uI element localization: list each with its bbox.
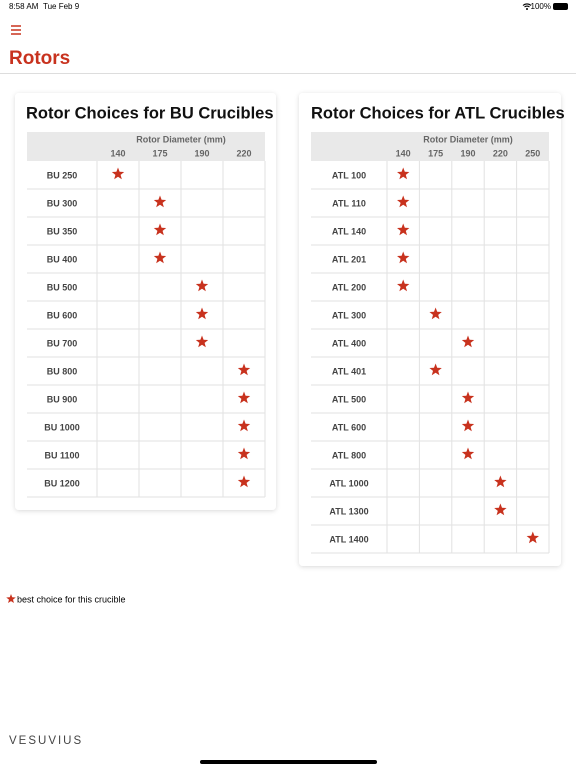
row-label: ATL 401 <box>332 366 366 376</box>
best-star <box>237 447 251 460</box>
row-label: BU 600 <box>47 310 78 320</box>
column-header: 220 <box>236 148 251 158</box>
row-label: ATL 100 <box>332 170 366 180</box>
best-star <box>461 391 475 404</box>
best-star <box>153 195 167 208</box>
best-star <box>195 279 209 292</box>
card-title: Rotor Choices for BU Crucibles <box>26 104 274 122</box>
row-label: BU 350 <box>47 226 78 236</box>
best-star <box>526 531 539 544</box>
column-header: 175 <box>152 148 167 158</box>
column-header: 190 <box>460 148 475 158</box>
best-star <box>397 223 410 236</box>
table-header <box>27 132 265 161</box>
column-header: 190 <box>194 148 209 158</box>
row-label: ATL 1400 <box>329 534 368 544</box>
row-label: ATL 800 <box>332 450 366 460</box>
column-header: 140 <box>396 148 411 158</box>
status-time: 8:58 AM <box>9 2 39 11</box>
wifi-dot <box>526 8 528 10</box>
best-star <box>237 363 251 376</box>
brand-logo: VESUVIUS <box>9 735 83 747</box>
home-indicator <box>200 760 377 764</box>
column-header: 220 <box>493 148 508 158</box>
axis-label: Rotor Diameter (mm) <box>423 134 513 144</box>
row-label: ATL 201 <box>332 254 366 264</box>
best-star <box>429 307 442 320</box>
card-title: Rotor Choices for ATL Crucibles <box>311 104 565 122</box>
best-star <box>153 251 167 264</box>
legend-text: best choice for this crucible <box>17 594 126 604</box>
best-star <box>195 307 209 320</box>
row-label: BU 250 <box>47 170 78 180</box>
best-star <box>397 251 410 264</box>
row-label: BU 1100 <box>44 450 79 460</box>
best-star <box>397 279 410 292</box>
menu-button[interactable] <box>11 25 21 35</box>
row-label: ATL 110 <box>332 198 366 208</box>
row-label: BU 1000 <box>44 422 80 432</box>
table-header <box>311 132 549 161</box>
row-label: ATL 300 <box>332 310 366 320</box>
status-battery: 100% <box>531 2 551 11</box>
row-label: ATL 600 <box>332 422 366 432</box>
best-star <box>461 335 475 348</box>
row-label: ATL 400 <box>332 338 366 348</box>
row-label: BU 1200 <box>44 478 80 488</box>
best-star <box>237 391 251 404</box>
best-star <box>237 419 251 432</box>
best-star <box>153 223 167 236</box>
column-header: 250 <box>525 148 540 158</box>
best-star <box>429 363 442 376</box>
row-label: BU 400 <box>47 254 78 264</box>
row-label: ATL 500 <box>332 394 366 404</box>
best-star <box>237 475 251 488</box>
best-star <box>195 335 209 348</box>
row-label: ATL 140 <box>332 226 366 236</box>
best-star <box>494 503 507 516</box>
best-star <box>461 447 475 460</box>
wifi-icon <box>522 3 532 8</box>
best-star <box>397 195 410 208</box>
row-label: ATL 200 <box>332 282 366 292</box>
row-label: BU 800 <box>47 366 78 376</box>
column-header: 175 <box>428 148 443 158</box>
row-label: ATL 1000 <box>329 478 368 488</box>
row-label: BU 300 <box>47 198 78 208</box>
row-label: BU 500 <box>47 282 78 292</box>
status-date: Tue Feb 9 <box>43 2 80 11</box>
best-star <box>111 167 125 180</box>
row-label: ATL 1300 <box>329 506 368 516</box>
best-star <box>494 475 507 488</box>
battery-icon <box>553 3 568 10</box>
row-label: BU 900 <box>47 394 78 404</box>
best-star <box>461 419 475 432</box>
row-label: BU 700 <box>47 338 78 348</box>
legend-star <box>6 594 16 604</box>
column-header: 140 <box>110 148 125 158</box>
axis-label: Rotor Diameter (mm) <box>136 134 226 144</box>
best-star <box>397 167 410 180</box>
page-title: Rotors <box>9 48 70 69</box>
